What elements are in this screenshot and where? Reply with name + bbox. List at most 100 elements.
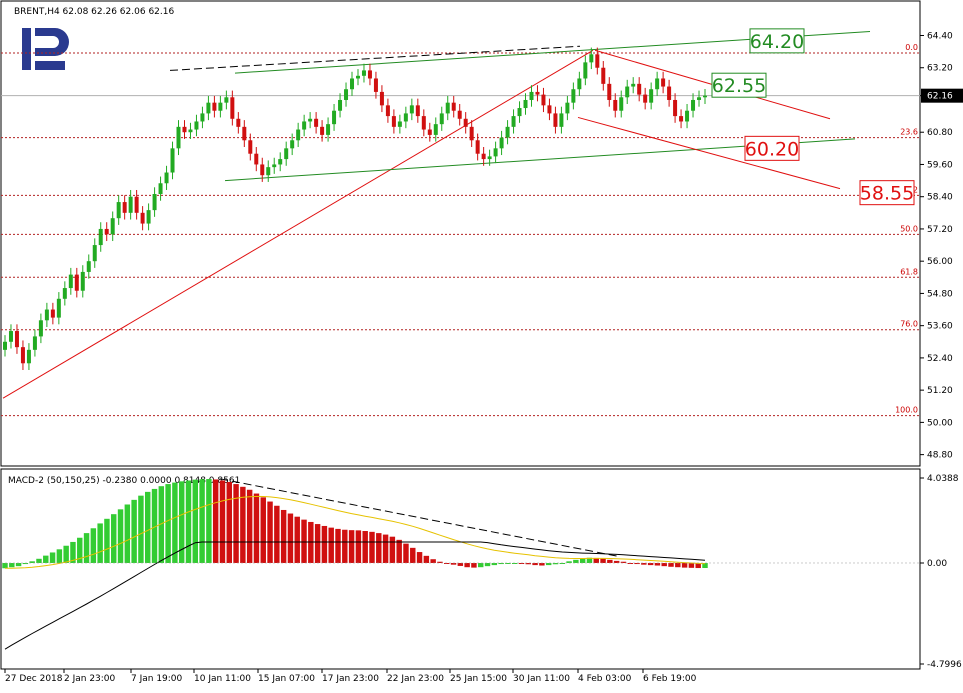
macd-bar xyxy=(172,482,178,563)
macd-bar xyxy=(43,555,49,563)
macd-bar xyxy=(403,543,409,563)
fib-label: 23.6 xyxy=(900,128,918,137)
macd-bar xyxy=(647,562,654,566)
macd-bar xyxy=(491,562,498,566)
candle-body xyxy=(499,137,504,149)
macd-bar xyxy=(77,537,83,563)
macd-dashed-trend xyxy=(219,478,621,558)
red-uptrend-line xyxy=(2,49,594,399)
macd-bar xyxy=(559,562,565,564)
candle-body xyxy=(134,196,139,213)
y-tick-label: 50.00 xyxy=(927,418,953,428)
candle-body xyxy=(164,172,169,184)
candle-body xyxy=(14,331,19,348)
price-level-label: 58.55 xyxy=(860,183,914,205)
macd-bar xyxy=(369,531,375,563)
macd-bar xyxy=(600,558,606,563)
candle-body xyxy=(595,54,600,68)
candle-body xyxy=(409,105,414,114)
fib-label: 76.0 xyxy=(900,320,918,329)
macd-bar xyxy=(253,493,260,563)
macd-bar xyxy=(430,559,436,563)
fib-label: 100.0 xyxy=(895,406,918,415)
macd-bar xyxy=(641,562,647,565)
candle-body xyxy=(338,99,343,111)
candle-body xyxy=(302,121,307,130)
macd-bar xyxy=(668,562,674,567)
candle-body xyxy=(56,298,61,318)
candle-body xyxy=(86,261,91,272)
macd-bar xyxy=(593,557,599,563)
x-tick-label: 4 Feb 03:00 xyxy=(578,674,632,684)
candle-body xyxy=(397,121,402,127)
candle-body xyxy=(62,288,67,299)
candle-body xyxy=(206,102,211,114)
macd-bar xyxy=(620,561,627,563)
candle-body xyxy=(320,126,325,135)
candle-body xyxy=(32,336,37,350)
candle-body xyxy=(589,54,594,63)
macd-bar xyxy=(111,514,117,563)
candle-body xyxy=(140,212,145,224)
macd-bar xyxy=(532,562,538,566)
candle-body xyxy=(367,70,372,79)
candle-body xyxy=(511,116,516,127)
y-tick-label: 60.80 xyxy=(927,128,953,138)
fib-label: 50.0 xyxy=(900,224,918,233)
candle-body xyxy=(571,89,576,103)
candle-body xyxy=(296,129,301,141)
candle-body xyxy=(385,105,390,117)
macd-bar xyxy=(437,561,443,563)
candle-body xyxy=(355,75,360,79)
candle-body xyxy=(266,167,271,176)
macd-bar xyxy=(396,539,402,563)
macd-bar xyxy=(505,562,511,564)
macd-bar xyxy=(661,562,667,567)
macd-bar xyxy=(518,562,525,564)
y-tick-label: 51.20 xyxy=(927,386,953,396)
macd-bar xyxy=(478,562,484,568)
macd-bar xyxy=(525,562,532,565)
macd-histogram xyxy=(1,478,920,650)
x-tick-label: 22 Jan 23:00 xyxy=(387,674,444,684)
price-level-box xyxy=(749,28,805,54)
candle-body xyxy=(433,124,438,135)
candle-body xyxy=(224,97,229,103)
macd-bar xyxy=(688,562,695,568)
macd-bar xyxy=(165,484,171,563)
candle-body xyxy=(679,116,684,122)
x-tick-label: 30 Jan 11:00 xyxy=(513,674,570,684)
macd-bar xyxy=(63,545,69,563)
macd-bar xyxy=(9,562,15,568)
candle-body xyxy=(50,309,55,318)
candle-body xyxy=(254,153,259,165)
macd-bar xyxy=(56,549,63,563)
y-tick-label: 56.00 xyxy=(927,257,953,267)
x-tick-label: 17 Jan 23:00 xyxy=(322,674,379,684)
macd-bar xyxy=(654,562,661,566)
candle-body xyxy=(38,320,43,337)
candle-body xyxy=(122,202,127,213)
candle-body xyxy=(194,121,199,130)
candle-body xyxy=(523,99,528,109)
candle-body xyxy=(146,210,151,224)
macd-bar xyxy=(586,557,593,563)
candle-body xyxy=(200,113,205,122)
candle-body xyxy=(326,124,331,135)
candle-body xyxy=(20,347,25,364)
macd-bar xyxy=(15,562,22,567)
price-level-label: 60.20 xyxy=(745,138,799,160)
macd-bar xyxy=(267,501,273,563)
price-level-label: 64.20 xyxy=(750,31,804,53)
macd-bar xyxy=(627,562,633,564)
candle-body xyxy=(637,83,642,95)
macd-bar xyxy=(471,562,477,568)
candle-body xyxy=(481,153,486,160)
macd-bar xyxy=(117,509,124,563)
candle-body xyxy=(116,202,121,219)
macd-bar xyxy=(22,562,29,565)
y-tick-label: 63.20 xyxy=(927,64,953,74)
candle-body xyxy=(332,110,337,125)
candle-body xyxy=(80,271,85,291)
